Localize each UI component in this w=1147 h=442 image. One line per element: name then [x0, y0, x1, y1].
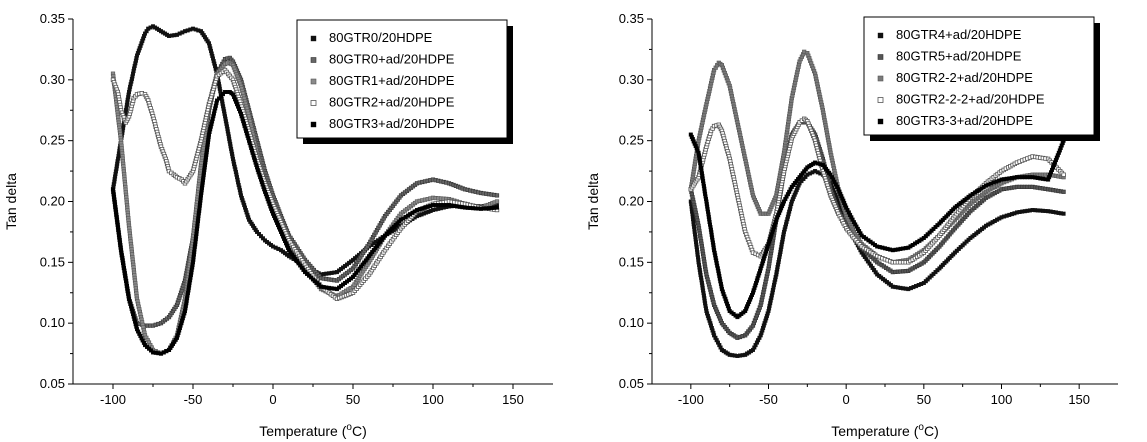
x-axis-title-main: Temperature (: [831, 423, 918, 439]
legend: 80GTR0/20HDPE 80GTR0+ad/20HDPE 80GTR1+ad/2…: [296, 19, 513, 144]
x-axis-title-unit: C): [352, 423, 367, 439]
y-tick-label: 0.35: [40, 11, 65, 26]
y-tick-label: 0.15: [40, 254, 65, 269]
legend-marker: [877, 32, 884, 39]
series-5: [110, 89, 500, 356]
degree-superscript: o: [346, 422, 352, 433]
x-axis-title-unit: C): [924, 423, 939, 439]
legend-entry-label: 80GTR5+ad/20HDPE: [896, 49, 1022, 64]
legend-entry-label: 80GTR2-2-2+ad/20HDPE: [896, 92, 1045, 107]
legend-entry-label: 80GTR4+ad/20HDPE: [896, 27, 1022, 42]
legend-marker: [310, 57, 317, 63]
y-tick-label: 0.10: [40, 315, 65, 330]
y-tick-label: 0.20: [40, 194, 65, 209]
legend-marker: [877, 118, 884, 125]
legend-marker: [877, 75, 884, 82]
data-point: [1061, 189, 1066, 194]
x-tick-label: 50: [917, 392, 931, 407]
x-tick-label: 0: [843, 392, 850, 407]
x-tick-label: 0: [269, 392, 276, 407]
series-5: [688, 132, 1066, 320]
data-point: [494, 199, 500, 204]
data-point: [495, 205, 500, 210]
x-tick-label: -100: [678, 392, 704, 407]
series-4: [110, 67, 500, 301]
x-tick-label: 50: [346, 392, 360, 407]
x-tick-label: -50: [759, 392, 778, 407]
chart-panel-2: -100 -50 0 50 100 150 0.05 0.10 0.15 0.20 0.25 0.30…: [585, 11, 1118, 439]
legend-entry-label: 80GTR0+ad/20HDPE: [329, 52, 455, 67]
legend-entry-label: 80GTR3-3+ad/20HDPE: [896, 113, 1033, 128]
y-tick-label: 0.20: [619, 194, 644, 209]
x-tick-label: 150: [1068, 392, 1090, 407]
x-tick-label: 100: [422, 392, 444, 407]
legend: 80GTR4+ad/20HDPE 80GTR5+ad/20HDPE 80GTR2-2…: [863, 16, 1100, 141]
x-axis-title: Temperature (oC): [831, 422, 939, 439]
chart-panel-1: -100 -50 0 50 100 150 0.05 0.10 0.15 0.20 0.25 0.30…: [3, 11, 553, 439]
y-tick-label: 0.35: [619, 11, 644, 26]
y-tick-label: 0.10: [619, 315, 644, 330]
y-tick-label: 0.25: [40, 133, 65, 148]
y-axis-title: Tan delta: [3, 173, 19, 230]
legend-box: [863, 16, 1095, 136]
x-tick-label: 100: [991, 392, 1013, 407]
x-tick-label: -100: [100, 392, 126, 407]
legend-entry-label: 80GTR3+ad/20HDPE: [329, 116, 455, 131]
legend-marker: [310, 35, 317, 42]
data-point: [1061, 211, 1066, 216]
y-tick-label: 0.05: [619, 376, 644, 391]
y-tick-label: 0.25: [619, 133, 644, 148]
y-tick-label: 0.30: [619, 72, 644, 87]
y-tick-label: 0.30: [40, 72, 65, 87]
legend-marker: [877, 54, 884, 60]
x-tick-label: -50: [184, 392, 203, 407]
legend-marker: [310, 100, 317, 106]
x-axis-title-main: Temperature (: [259, 423, 346, 439]
series-1: [688, 169, 1066, 359]
x-axis-title: Temperature (oC): [259, 422, 367, 439]
y-tick-label: 0.15: [619, 254, 644, 269]
legend-entry-label: 80GTR0/20HDPE: [329, 30, 433, 45]
legend-entry-label: 80GTR2-2+ad/20HDPE: [896, 70, 1033, 85]
y-tick-label: 0.05: [40, 376, 65, 391]
data-point: [1061, 172, 1066, 177]
data-point: [494, 193, 500, 198]
degree-superscript: o: [918, 422, 924, 433]
y-axis-title: Tan delta: [585, 173, 601, 230]
legend-box: [296, 19, 508, 139]
series-4: [688, 116, 1066, 265]
legend-entry-label: 80GTR2+ad/20HDPE: [329, 95, 455, 110]
legend-marker: [310, 121, 317, 128]
legend-marker: [310, 78, 317, 85]
legend-entry-label: 80GTR1+ad/20HDPE: [329, 73, 455, 88]
legend-marker: [877, 97, 884, 103]
x-tick-label: 150: [502, 392, 524, 407]
